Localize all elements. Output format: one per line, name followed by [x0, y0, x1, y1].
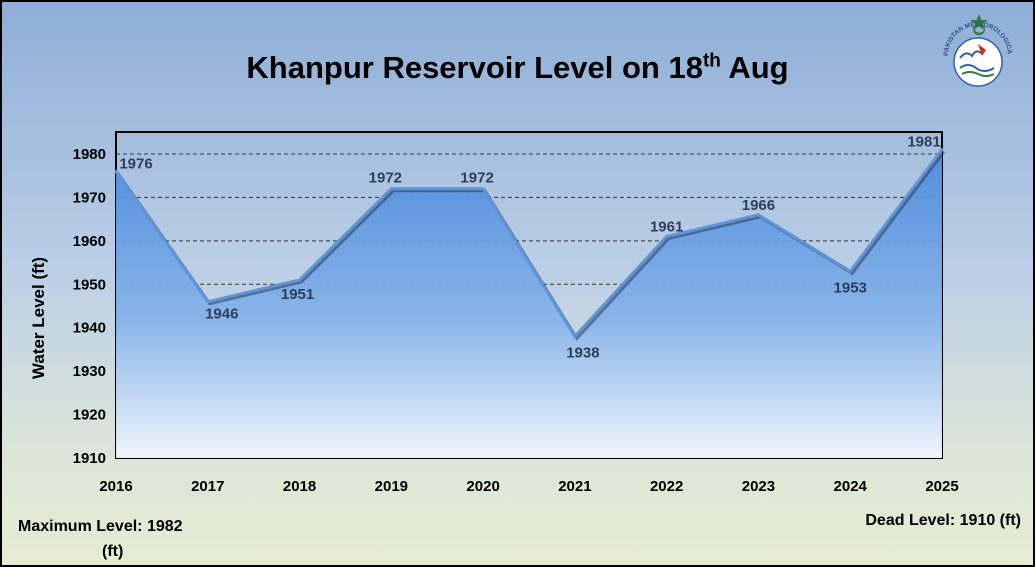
- data-point-2018: [298, 278, 302, 282]
- x-tick-label-2016: 2016: [99, 478, 132, 495]
- y-tick-label-1960: 1960: [73, 233, 106, 250]
- data-label-2020: 1972: [460, 170, 493, 187]
- data-label-2018: 1951: [281, 286, 314, 303]
- y-tick-label-1920: 1920: [73, 407, 106, 424]
- data-label-2022: 1961: [650, 219, 683, 236]
- x-tick-label-2018: 2018: [283, 478, 316, 495]
- data-point-2022: [665, 235, 669, 239]
- data-label-2017: 1946: [205, 306, 238, 323]
- x-tick-label-2025: 2025: [925, 478, 958, 495]
- area-line: [114, 148, 944, 339]
- x-tick-label-2019: 2019: [375, 478, 408, 495]
- data-label-2025: 1981: [907, 134, 940, 151]
- x-tick-label-2024: 2024: [834, 478, 868, 495]
- y-tick-label-1940: 1940: [73, 320, 106, 337]
- area-fill: [116, 149, 942, 458]
- dead-level-note: Dead Level: 1910 (ft): [865, 512, 1021, 530]
- max-level-note: Maximum Level: 1982 (ft): [18, 514, 183, 564]
- data-label-2019: 1972: [369, 170, 402, 187]
- data-point-2024: [848, 269, 852, 273]
- data-point-2021: [573, 334, 577, 338]
- max-level-value: 1982: [146, 518, 183, 535]
- data-point-2020: [481, 187, 485, 191]
- y-tick-label-1950: 1950: [73, 276, 106, 293]
- y-tick-label-1910: 1910: [73, 450, 106, 467]
- y-tick-label-1930: 1930: [73, 363, 106, 380]
- y-tick-label-1970: 1970: [73, 189, 106, 206]
- pakistan-meteorological-department-logo: PAKISTAN METEOROLOGICAL DEPARTMENT: [934, 12, 1013, 87]
- data-label-2023: 1966: [742, 197, 775, 214]
- data-label-2016: 1976: [119, 155, 152, 172]
- x-tick-label-2021: 2021: [558, 478, 591, 495]
- y-tick-label-1980: 1980: [73, 146, 106, 163]
- data-point-2016: [114, 169, 118, 173]
- x-tick-label-2017: 2017: [191, 478, 224, 495]
- x-tick-label-2022: 2022: [650, 478, 683, 495]
- data-point-2025: [940, 148, 944, 152]
- data-label-2021: 1938: [566, 344, 599, 361]
- chart-title: Khanpur Reservoir Level on 18th Aug: [246, 50, 789, 85]
- data-point-2017: [206, 300, 210, 304]
- x-tick-label-2023: 2023: [742, 478, 775, 495]
- dead-level-label: Dead Level:: [865, 512, 956, 529]
- max-level-unit: (ft): [102, 543, 124, 560]
- data-point-2023: [756, 213, 760, 217]
- x-tick-label-2020: 2020: [466, 478, 499, 495]
- data-label-2024: 1953: [834, 279, 867, 296]
- max-level-label: Maximum Level:: [18, 518, 143, 535]
- data-point-2019: [389, 187, 393, 191]
- dead-level-value: 1910 (ft): [959, 512, 1021, 529]
- y-axis-title: Water Level (ft): [29, 257, 48, 379]
